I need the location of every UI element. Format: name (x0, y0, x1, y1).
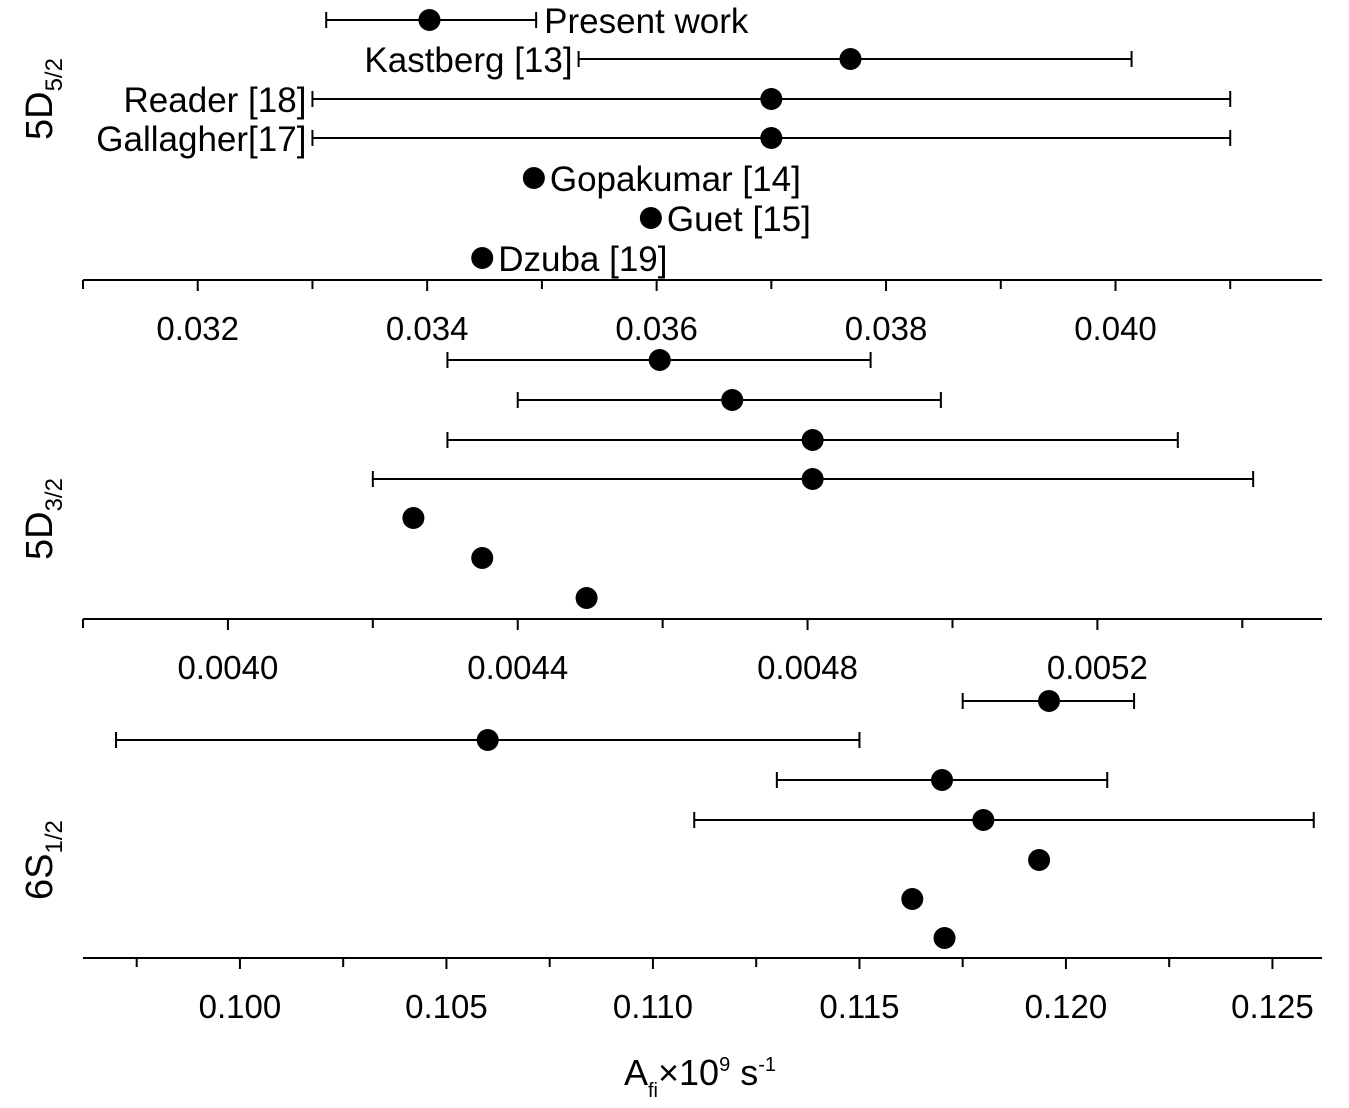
panel-3: 0.100 0.105 0.110 0.115 0.120 0.125 6S1/2 (19, 690, 1322, 1025)
panel-label: 5D5/2 (19, 58, 68, 140)
tick-label: 0.100 (199, 988, 282, 1025)
panel-label: 6S1/2 (19, 820, 68, 900)
x-axis-title-main: A (624, 1052, 648, 1093)
source-label: Gopakumar [14] (550, 160, 801, 199)
tick-label: 0.120 (1025, 988, 1108, 1025)
tick-label: 0.110 (613, 988, 693, 1025)
tick-label: 0.0048 (757, 649, 858, 686)
x-axis-title-exponent: 9 (719, 1054, 730, 1076)
tick-label: 0.0040 (177, 649, 278, 686)
source-label: Dzuba [19] (498, 240, 667, 279)
data-point (931, 769, 954, 791)
chart-panels: 0.032 0.034 0.036 0.038 0.040 5D5/2 Present wo… (19, 2, 1322, 1025)
data-point (760, 88, 783, 110)
data-point (721, 389, 744, 411)
tick-label: 0.125 (1231, 988, 1314, 1025)
panel-label: 5D3/2 (19, 478, 68, 560)
tick-label: 0.032 (156, 310, 239, 347)
tick-label: 0.105 (405, 988, 488, 1025)
data-point (801, 468, 824, 490)
data-point (402, 507, 425, 529)
data-point (1028, 849, 1051, 871)
x-axis-title: Afi×109 s-1 (624, 1052, 776, 1102)
source-label: Reader [18] (124, 81, 307, 120)
tick-label: 0.036 (615, 310, 698, 347)
data-point (648, 349, 671, 371)
tick-label: 0.034 (386, 310, 469, 347)
tick-label: 0.115 (819, 988, 899, 1025)
data-point (471, 247, 494, 269)
panel-2: 0.0040 0.0044 0.0048 0.0052 5D3/2 (19, 349, 1322, 686)
data-point (471, 547, 494, 569)
data-point (418, 9, 441, 31)
data-point (639, 207, 662, 229)
tick-label: 0.0044 (467, 649, 568, 686)
tick-label: 0.040 (1074, 310, 1157, 347)
data-point (522, 167, 545, 189)
x-axis-title-unit-exponent: -1 (758, 1054, 776, 1076)
source-label: Guet [15] (667, 200, 811, 239)
x-axis-title-unit: s (730, 1052, 758, 1093)
data-point (1038, 690, 1061, 712)
tick-label: 0.0052 (1047, 649, 1148, 686)
data-point (933, 927, 956, 949)
x-axis-title-subscript: fi (648, 1080, 658, 1102)
source-label: Gallagher[17] (96, 120, 306, 159)
data-point (972, 809, 995, 831)
data-point (476, 729, 499, 751)
source-label: Present work (544, 2, 749, 41)
tick-label: 0.038 (845, 310, 928, 347)
panel-1: 0.032 0.034 0.036 0.038 0.040 5D5/2 Present wo… (19, 2, 1322, 347)
data-point (575, 587, 598, 609)
data-point (839, 48, 862, 70)
x-axis-title-multiplier: ×10 (658, 1052, 719, 1093)
data-point (801, 429, 824, 451)
data-point (901, 888, 924, 910)
data-point (760, 127, 783, 149)
source-label: Kastberg [13] (364, 41, 572, 80)
